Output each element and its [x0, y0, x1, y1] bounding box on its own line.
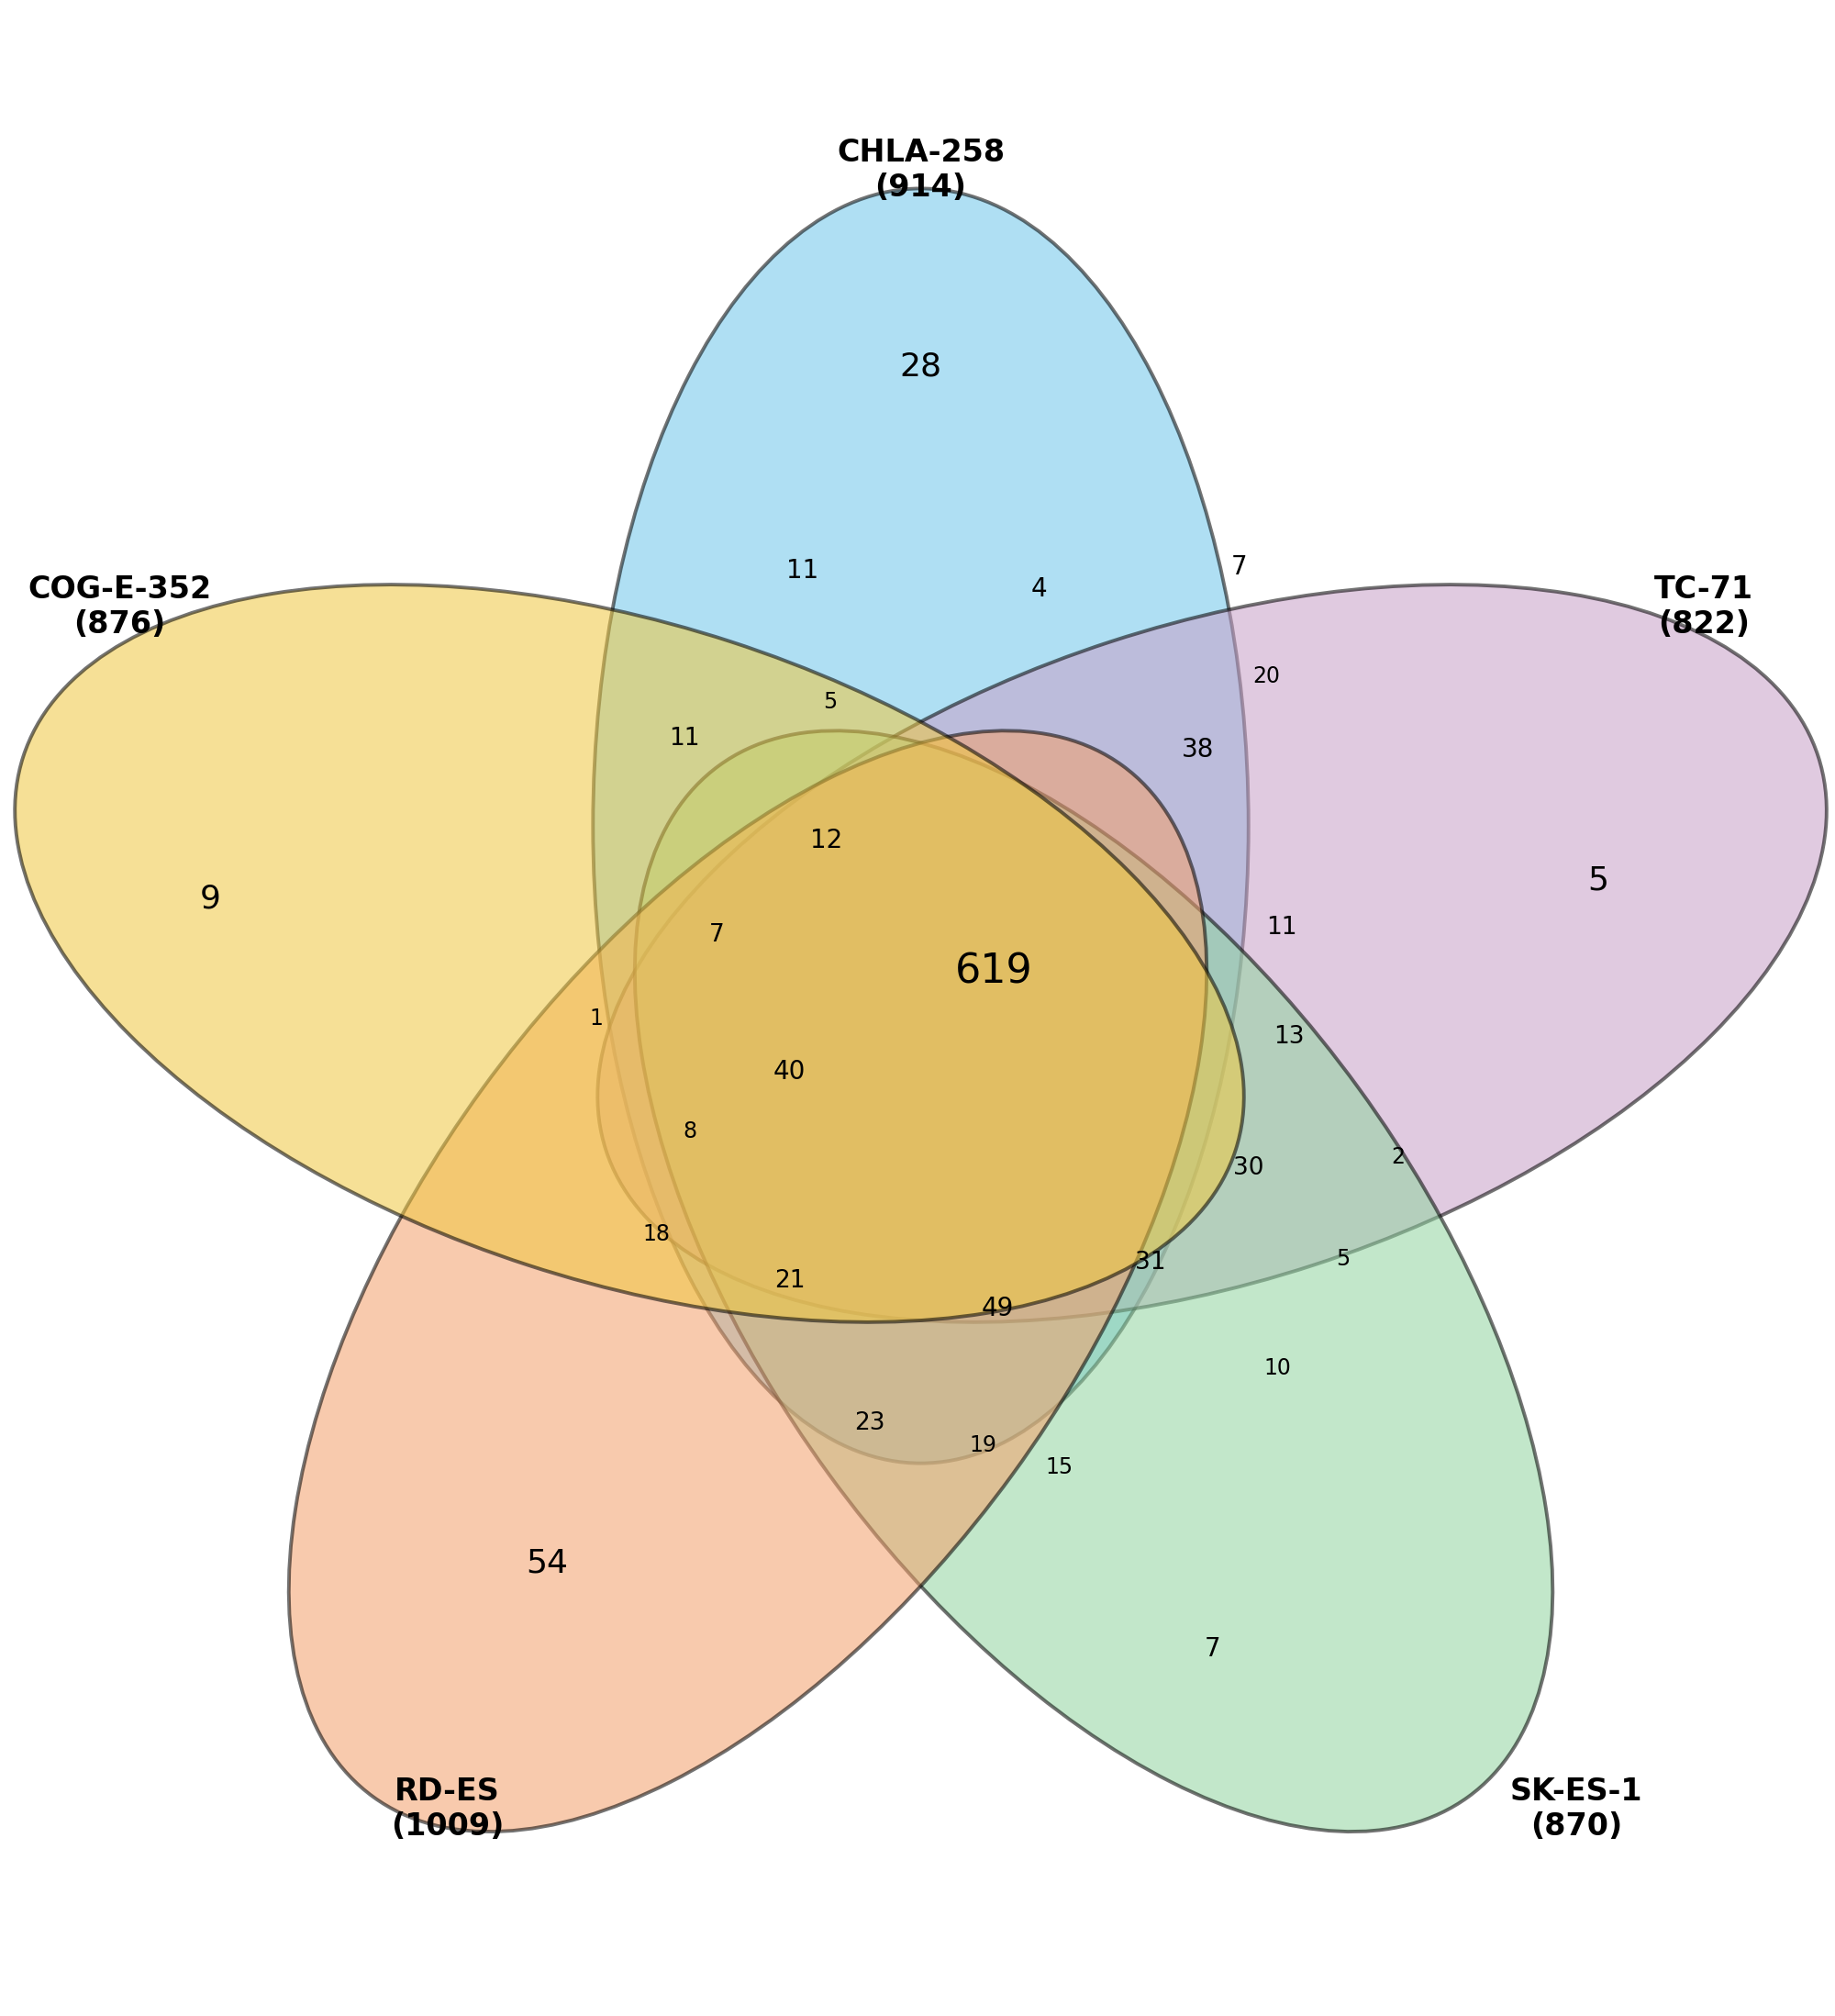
Text: 8: 8 — [683, 1121, 697, 1143]
Text: 9: 9 — [200, 883, 220, 915]
Text: 7: 7 — [1231, 554, 1248, 581]
Text: TC-71
(822): TC-71 (822) — [1653, 575, 1752, 639]
Text: 20: 20 — [1253, 665, 1281, 687]
Text: 11: 11 — [668, 726, 699, 750]
Text: 30: 30 — [1233, 1157, 1264, 1179]
Text: 18: 18 — [642, 1224, 670, 1244]
Ellipse shape — [635, 730, 1552, 1833]
Text: RD-ES
(1009): RD-ES (1009) — [391, 1776, 505, 1843]
Text: CHLA-258
(914): CHLA-258 (914) — [837, 137, 1006, 204]
Text: 619: 619 — [954, 952, 1033, 992]
Text: 40: 40 — [773, 1058, 806, 1085]
Text: 21: 21 — [774, 1270, 806, 1292]
Text: 7: 7 — [708, 923, 725, 948]
Text: COG-E-352
(876): COG-E-352 (876) — [28, 575, 211, 639]
Text: 12: 12 — [809, 829, 842, 853]
Text: 28: 28 — [899, 351, 941, 383]
Text: 31: 31 — [1134, 1252, 1165, 1274]
Ellipse shape — [598, 585, 1826, 1322]
Text: 49: 49 — [982, 1296, 1013, 1320]
Text: SK-ES-1
(870): SK-ES-1 (870) — [1510, 1776, 1642, 1843]
Text: 5: 5 — [822, 691, 837, 714]
Text: 19: 19 — [969, 1433, 996, 1456]
Text: 38: 38 — [1182, 736, 1213, 762]
Text: 11: 11 — [785, 558, 818, 585]
Ellipse shape — [593, 190, 1248, 1464]
Text: 5: 5 — [1336, 1248, 1351, 1270]
Text: 15: 15 — [1046, 1456, 1073, 1478]
Text: 7: 7 — [1204, 1637, 1220, 1661]
Text: 5: 5 — [1587, 865, 1609, 897]
Text: 4: 4 — [1031, 577, 1048, 603]
Text: 13: 13 — [1273, 1026, 1305, 1048]
Text: 11: 11 — [1266, 915, 1297, 939]
Text: 1: 1 — [589, 1008, 604, 1030]
Ellipse shape — [288, 730, 1207, 1833]
Ellipse shape — [15, 585, 1244, 1322]
Text: 54: 54 — [527, 1548, 569, 1579]
Text: 10: 10 — [1264, 1357, 1292, 1379]
Text: 2: 2 — [1391, 1147, 1404, 1169]
Text: 23: 23 — [855, 1411, 884, 1435]
